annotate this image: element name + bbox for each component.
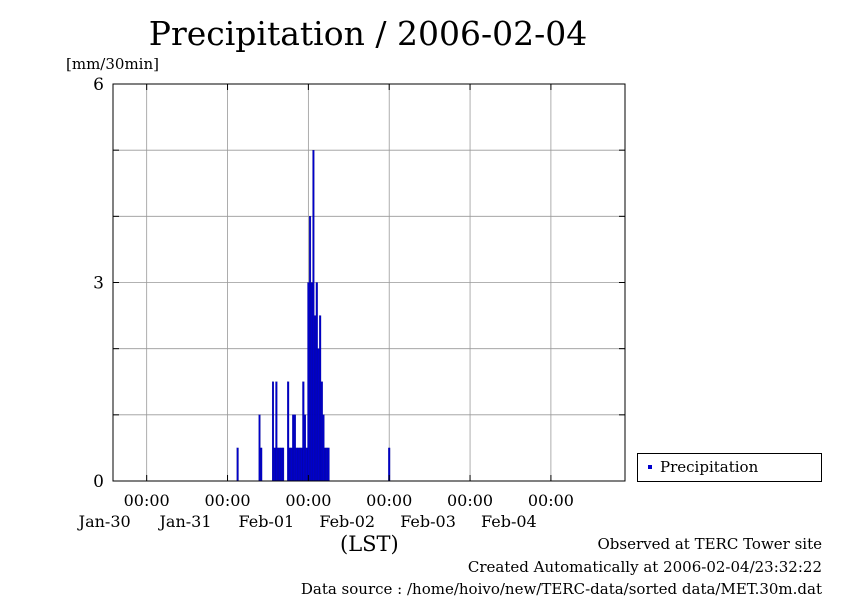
precipitation-bar <box>273 447 276 482</box>
precipitation-bar <box>300 447 303 482</box>
x-tick-label-date: Feb-04 <box>481 512 537 531</box>
legend-swatch-precipitation <box>648 465 652 469</box>
x-tick-label-date: Feb-02 <box>319 512 375 531</box>
x-tick-label-time: 00:00 <box>528 491 574 510</box>
precipitation-bar <box>314 315 317 482</box>
precipitation-bar <box>280 447 283 482</box>
y-tick-label: 3 <box>93 274 104 294</box>
precipitation-bar <box>312 150 315 482</box>
precipitation-bar <box>292 414 295 482</box>
precipitation-bar <box>305 447 308 482</box>
grid-lines <box>113 84 625 481</box>
precipitation-bar <box>295 447 298 482</box>
x-tick-label-time: 00:00 <box>124 491 170 510</box>
precipitation-bar <box>322 414 325 482</box>
precipitation-bar <box>288 447 291 482</box>
precipitation-bar <box>278 447 281 482</box>
x-tick-label-time: 00:00 <box>285 491 331 510</box>
x-tick-labels: 00:00 Jan-30 00:00 Jan-31 00:00 Feb-01 00:00 Fe… <box>77 491 574 531</box>
precipitation-bar <box>319 315 322 482</box>
x-tick-label-time: 00:00 <box>447 491 493 510</box>
y-axis-unit-label: [mm/30min] <box>66 55 159 73</box>
precipitation-bar <box>282 447 285 482</box>
x-tick-label-date: Jan-31 <box>158 512 212 531</box>
precipitation-bar <box>324 447 327 482</box>
data-source-note: Data source : /home/hoivo/new/TERC-data/… <box>300 580 822 598</box>
precipitation-bar <box>298 447 301 482</box>
precipitation-bar <box>327 447 330 482</box>
created-note: Created Automatically at 2006-02-04/23:3… <box>467 558 822 576</box>
precipitation-bar <box>258 414 261 482</box>
x-tick-label-date: Feb-03 <box>400 512 456 531</box>
x-tick-label-date: Jan-30 <box>77 512 131 531</box>
precipitation-bar <box>309 216 312 482</box>
precipitation-bar <box>293 414 296 482</box>
precipitation-bar <box>304 414 306 482</box>
x-tick-label-time: 00:00 <box>366 491 412 510</box>
legend-label-precipitation: Precipitation <box>660 458 759 476</box>
precipitation-bar <box>317 348 320 482</box>
precipitation-bar <box>260 447 263 482</box>
x-tick-label-time: 00:00 <box>204 491 250 510</box>
y-tick-label: 6 <box>93 75 104 95</box>
observed-note: Observed at TERC Tower site <box>597 535 822 553</box>
precipitation-bar <box>277 447 280 482</box>
precipitation-bar <box>297 447 300 482</box>
precipitation-bar <box>315 282 318 482</box>
precipitation-bar <box>236 447 239 482</box>
precipitation-bar <box>302 381 305 482</box>
chart-title: Precipitation / 2006-02-04 <box>148 14 588 53</box>
axis-ticks <box>113 83 625 482</box>
precipitation-bar <box>275 381 278 482</box>
precipitation-bar <box>290 447 293 482</box>
x-tick-label-date: Feb-01 <box>239 512 295 531</box>
legend: Precipitation <box>637 453 822 482</box>
precipitation-bar <box>272 381 274 482</box>
precipitation-bars <box>236 150 391 482</box>
precipitation-bar <box>307 282 310 482</box>
precipitation-bar <box>325 447 328 482</box>
y-tick-labels: 0 3 6 <box>93 75 104 492</box>
precipitation-bar <box>287 381 290 482</box>
y-tick-label: 0 <box>93 472 104 492</box>
precipitation-bar <box>320 381 323 482</box>
precipitation-bar <box>310 282 313 482</box>
x-axis-label: (LST) <box>340 532 399 556</box>
